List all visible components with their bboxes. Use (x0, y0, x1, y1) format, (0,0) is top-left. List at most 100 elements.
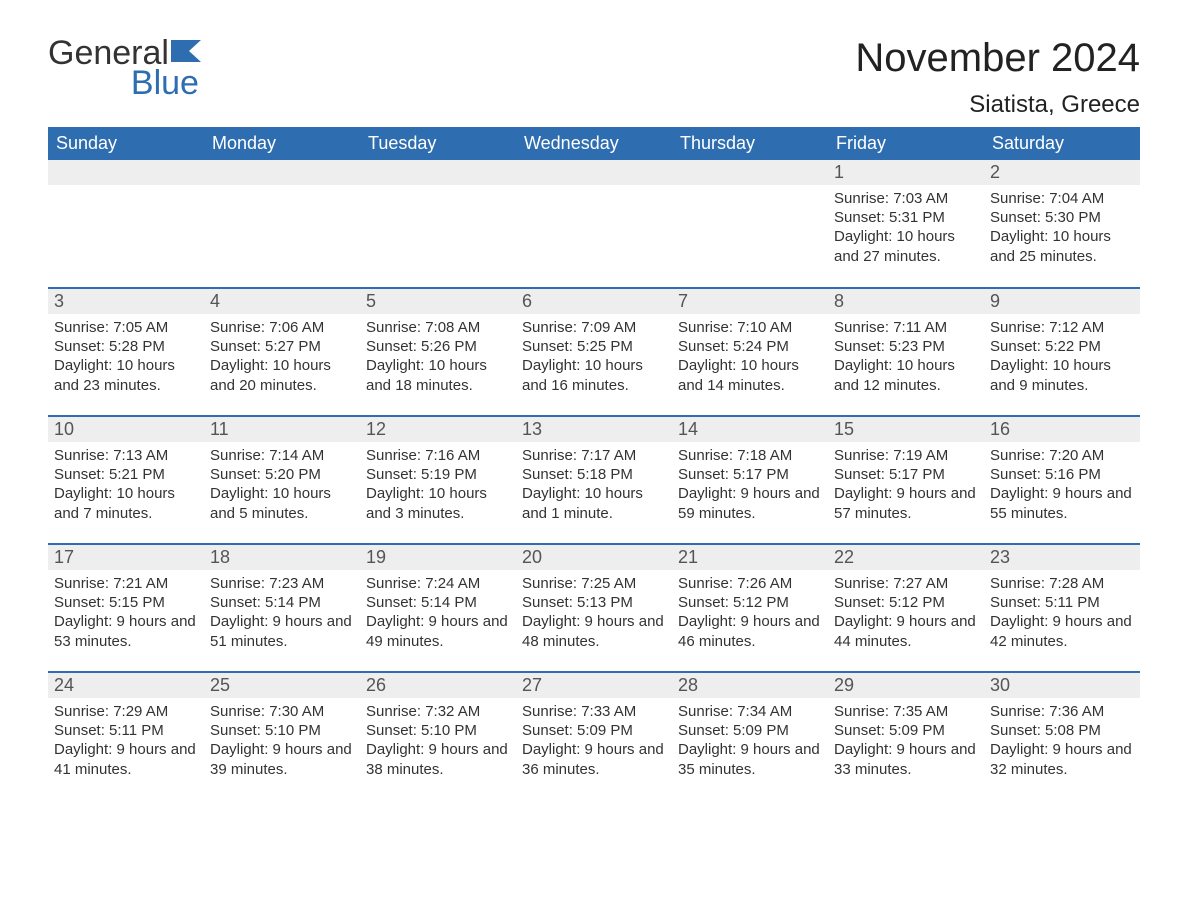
day-number: 10 (48, 417, 204, 442)
col-saturday: Saturday (984, 127, 1140, 160)
day-cell: 24Sunrise: 7:29 AMSunset: 5:11 PMDayligh… (48, 672, 204, 800)
day-cell: 3Sunrise: 7:05 AMSunset: 5:28 PMDaylight… (48, 288, 204, 416)
calendar-page: General Blue November 2024 Siatista, Gre… (0, 0, 1188, 918)
sunrise-calendar: Sunday Monday Tuesday Wednesday Thursday… (48, 127, 1140, 800)
day-details: Sunrise: 7:04 AMSunset: 5:30 PMDaylight:… (984, 185, 1140, 274)
day-number-empty (204, 160, 360, 185)
weekday-header-row: Sunday Monday Tuesday Wednesday Thursday… (48, 127, 1140, 160)
day-number: 29 (828, 673, 984, 698)
day-cell: 15Sunrise: 7:19 AMSunset: 5:17 PMDayligh… (828, 416, 984, 544)
day-number: 18 (204, 545, 360, 570)
brand-text: General Blue (48, 36, 201, 100)
day-details: Sunrise: 7:19 AMSunset: 5:17 PMDaylight:… (828, 442, 984, 531)
day-cell: 9Sunrise: 7:12 AMSunset: 5:22 PMDaylight… (984, 288, 1140, 416)
day-details: Sunrise: 7:27 AMSunset: 5:12 PMDaylight:… (828, 570, 984, 659)
day-details: Sunrise: 7:16 AMSunset: 5:19 PMDaylight:… (360, 442, 516, 531)
day-details: Sunrise: 7:32 AMSunset: 5:10 PMDaylight:… (360, 698, 516, 787)
sunset-text: Sunset: 5:09 PM (834, 721, 978, 740)
daylight-text: Daylight: 10 hours and 16 minutes. (522, 356, 666, 394)
daylight-text: Daylight: 9 hours and 42 minutes. (990, 612, 1134, 650)
calendar-body: 1Sunrise: 7:03 AMSunset: 5:31 PMDaylight… (48, 160, 1140, 800)
daylight-text: Daylight: 10 hours and 9 minutes. (990, 356, 1134, 394)
sunrise-text: Sunrise: 7:13 AM (54, 446, 198, 465)
sunrise-text: Sunrise: 7:20 AM (990, 446, 1134, 465)
day-cell (204, 160, 360, 288)
day-cell: 6Sunrise: 7:09 AMSunset: 5:25 PMDaylight… (516, 288, 672, 416)
sunrise-text: Sunrise: 7:21 AM (54, 574, 198, 593)
day-details: Sunrise: 7:12 AMSunset: 5:22 PMDaylight:… (984, 314, 1140, 403)
day-details: Sunrise: 7:28 AMSunset: 5:11 PMDaylight:… (984, 570, 1140, 659)
sunset-text: Sunset: 5:19 PM (366, 465, 510, 484)
sunset-text: Sunset: 5:23 PM (834, 337, 978, 356)
day-number: 15 (828, 417, 984, 442)
daylight-text: Daylight: 9 hours and 51 minutes. (210, 612, 354, 650)
sunrise-text: Sunrise: 7:33 AM (522, 702, 666, 721)
day-cell (516, 160, 672, 288)
day-number: 9 (984, 289, 1140, 314)
day-number: 25 (204, 673, 360, 698)
sunset-text: Sunset: 5:14 PM (210, 593, 354, 612)
day-details: Sunrise: 7:24 AMSunset: 5:14 PMDaylight:… (360, 570, 516, 659)
daylight-text: Daylight: 9 hours and 36 minutes. (522, 740, 666, 778)
sunrise-text: Sunrise: 7:29 AM (54, 702, 198, 721)
daylight-text: Daylight: 10 hours and 23 minutes. (54, 356, 198, 394)
day-number: 13 (516, 417, 672, 442)
daylight-text: Daylight: 9 hours and 33 minutes. (834, 740, 978, 778)
daylight-text: Daylight: 10 hours and 14 minutes. (678, 356, 822, 394)
sunrise-text: Sunrise: 7:04 AM (990, 189, 1134, 208)
day-number-empty (360, 160, 516, 185)
day-cell: 21Sunrise: 7:26 AMSunset: 5:12 PMDayligh… (672, 544, 828, 672)
sunrise-text: Sunrise: 7:19 AM (834, 446, 978, 465)
sunrise-text: Sunrise: 7:16 AM (366, 446, 510, 465)
sunrise-text: Sunrise: 7:09 AM (522, 318, 666, 337)
sunrise-text: Sunrise: 7:14 AM (210, 446, 354, 465)
week-row: 17Sunrise: 7:21 AMSunset: 5:15 PMDayligh… (48, 544, 1140, 672)
day-number: 16 (984, 417, 1140, 442)
sunset-text: Sunset: 5:12 PM (678, 593, 822, 612)
day-details: Sunrise: 7:14 AMSunset: 5:20 PMDaylight:… (204, 442, 360, 531)
sunset-text: Sunset: 5:24 PM (678, 337, 822, 356)
day-number: 23 (984, 545, 1140, 570)
day-cell: 1Sunrise: 7:03 AMSunset: 5:31 PMDaylight… (828, 160, 984, 288)
sunrise-text: Sunrise: 7:24 AM (366, 574, 510, 593)
day-cell: 25Sunrise: 7:30 AMSunset: 5:10 PMDayligh… (204, 672, 360, 800)
day-cell: 8Sunrise: 7:11 AMSunset: 5:23 PMDaylight… (828, 288, 984, 416)
day-number: 12 (360, 417, 516, 442)
sunrise-text: Sunrise: 7:03 AM (834, 189, 978, 208)
day-cell: 11Sunrise: 7:14 AMSunset: 5:20 PMDayligh… (204, 416, 360, 544)
day-details: Sunrise: 7:36 AMSunset: 5:08 PMDaylight:… (984, 698, 1140, 787)
day-details: Sunrise: 7:34 AMSunset: 5:09 PMDaylight:… (672, 698, 828, 787)
day-cell: 28Sunrise: 7:34 AMSunset: 5:09 PMDayligh… (672, 672, 828, 800)
sunrise-text: Sunrise: 7:11 AM (834, 318, 978, 337)
daylight-text: Daylight: 9 hours and 35 minutes. (678, 740, 822, 778)
day-details: Sunrise: 7:26 AMSunset: 5:12 PMDaylight:… (672, 570, 828, 659)
day-details: Sunrise: 7:09 AMSunset: 5:25 PMDaylight:… (516, 314, 672, 403)
sunset-text: Sunset: 5:10 PM (366, 721, 510, 740)
sunset-text: Sunset: 5:17 PM (678, 465, 822, 484)
sunrise-text: Sunrise: 7:32 AM (366, 702, 510, 721)
sunrise-text: Sunrise: 7:36 AM (990, 702, 1134, 721)
sunrise-text: Sunrise: 7:26 AM (678, 574, 822, 593)
sunrise-text: Sunrise: 7:17 AM (522, 446, 666, 465)
sunset-text: Sunset: 5:14 PM (366, 593, 510, 612)
day-number: 30 (984, 673, 1140, 698)
day-cell: 13Sunrise: 7:17 AMSunset: 5:18 PMDayligh… (516, 416, 672, 544)
day-cell: 27Sunrise: 7:33 AMSunset: 5:09 PMDayligh… (516, 672, 672, 800)
day-details: Sunrise: 7:05 AMSunset: 5:28 PMDaylight:… (48, 314, 204, 403)
sunrise-text: Sunrise: 7:30 AM (210, 702, 354, 721)
day-details: Sunrise: 7:35 AMSunset: 5:09 PMDaylight:… (828, 698, 984, 787)
day-number: 24 (48, 673, 204, 698)
day-cell: 10Sunrise: 7:13 AMSunset: 5:21 PMDayligh… (48, 416, 204, 544)
col-wednesday: Wednesday (516, 127, 672, 160)
daylight-text: Daylight: 10 hours and 3 minutes. (366, 484, 510, 522)
title-block: November 2024 Siatista, Greece (855, 36, 1140, 119)
day-cell: 2Sunrise: 7:04 AMSunset: 5:30 PMDaylight… (984, 160, 1140, 288)
sunset-text: Sunset: 5:11 PM (990, 593, 1134, 612)
day-number-empty (672, 160, 828, 185)
day-number: 1 (828, 160, 984, 185)
day-details: Sunrise: 7:11 AMSunset: 5:23 PMDaylight:… (828, 314, 984, 403)
daylight-text: Daylight: 9 hours and 55 minutes. (990, 484, 1134, 522)
col-tuesday: Tuesday (360, 127, 516, 160)
sunrise-text: Sunrise: 7:35 AM (834, 702, 978, 721)
sunset-text: Sunset: 5:26 PM (366, 337, 510, 356)
